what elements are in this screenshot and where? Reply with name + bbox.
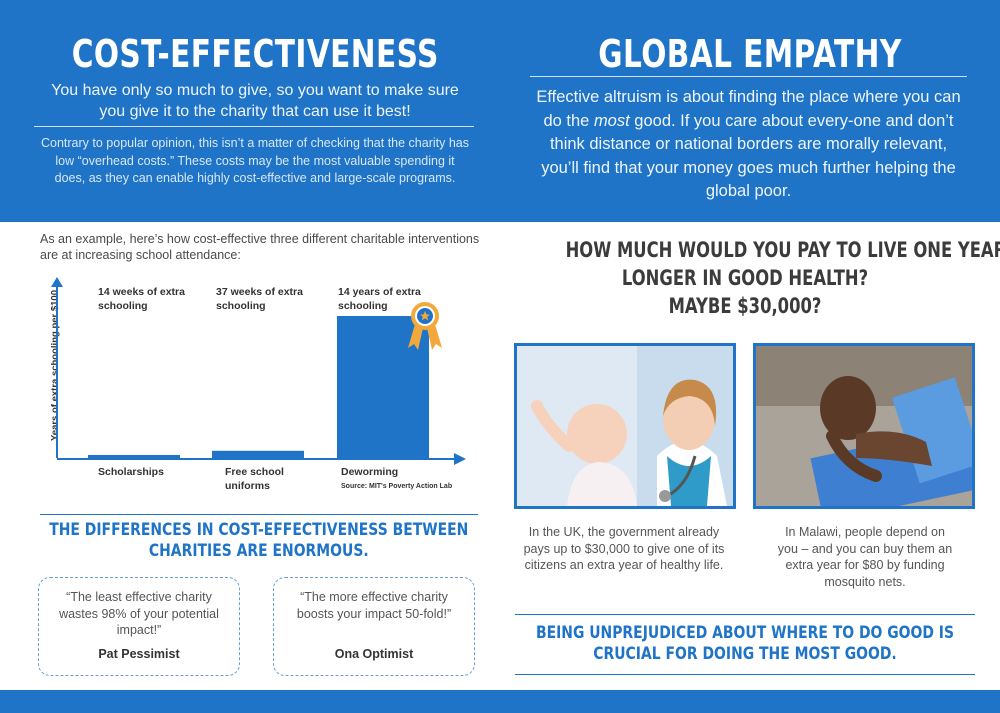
category-uniforms: Free school uniforms (225, 466, 284, 492)
divider (515, 614, 975, 615)
global-empathy-title: GLOBAL EMPATHY (598, 32, 902, 76)
award-ribbon-icon (408, 302, 442, 350)
bar-scholarships (88, 455, 180, 458)
doctor-baby-illustration (517, 346, 733, 506)
divider (34, 126, 474, 127)
y-axis-arrow (51, 277, 63, 287)
bar-label-scholarships: 14 weeks of extra schooling (98, 286, 185, 312)
bottom-banner (0, 690, 1000, 713)
child-with-net-illustration (756, 346, 972, 506)
bar-label-uniforms: 37 weeks of extra schooling (216, 286, 303, 312)
x-axis-arrow (454, 453, 466, 465)
chart-source: Source: MIT's Poverty Action Lab (341, 483, 453, 490)
overhead-paragraph: Contrary to popular opinion, this isn’t … (40, 136, 469, 185)
quote-author: Pat Pessimist (98, 647, 180, 661)
quote-text: “The least effective charity wastes 98% … (59, 590, 219, 637)
schooling-chart: Years of extra schooling per $100 14 wee… (40, 275, 480, 505)
example-intro: As an example, here’s how cost-effective… (40, 232, 480, 262)
health-price-question: HOW MUCH WOULD YOU PAY TO LIVE ONE YEAR … (565, 238, 1000, 318)
photo-malawi-child (753, 343, 975, 509)
bar-uniforms (212, 450, 304, 458)
quote-author: Ona Optimist (334, 647, 414, 661)
quote-optimist: “The more effective charity boosts your … (273, 577, 475, 676)
caption-malawi: In Malawi, people depend on you – and yo… (777, 525, 953, 589)
photo-uk-doctor-baby (514, 343, 736, 509)
global-empathy-lead: Effective altruism is about finding the … (536, 88, 961, 200)
divider (530, 76, 967, 77)
cost-effectiveness-title: COST-EFFECTIVENESS (71, 32, 439, 76)
chart-canvas (51, 277, 466, 465)
emphasis-most: most (593, 111, 630, 130)
category-scholarships: Scholarships (98, 466, 164, 478)
category-deworming: Deworming (341, 466, 399, 478)
divider (40, 514, 478, 515)
top-banner (0, 0, 1000, 222)
quote-text: “The more effective charity boosts your … (296, 590, 452, 621)
unprejudiced-callout: BEING UNPREJUDICED ABOUT WHERE TO DO GOO… (535, 623, 955, 664)
divider (515, 674, 975, 675)
bar-label-deworming: 14 years of extra schooling (338, 286, 421, 312)
cost-effectiveness-lead: You have only so much to give, so you wa… (51, 82, 459, 120)
caption-uk: In the UK, the government already pays u… (523, 525, 725, 572)
differences-callout: THE DIFFERENCES IN COST-EFFECTIVENESS BE… (49, 520, 469, 561)
quote-pessimist: “The least effective charity wastes 98% … (38, 577, 240, 676)
